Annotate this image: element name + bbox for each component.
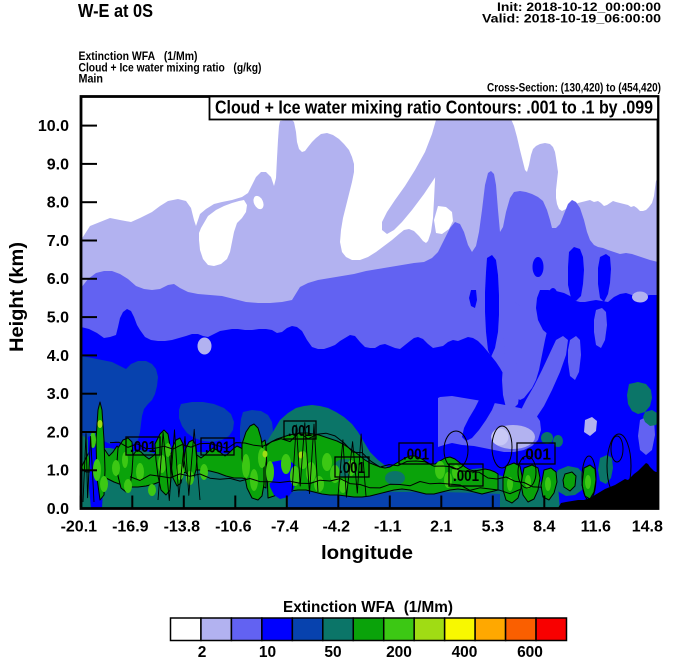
svg-text:0.0: 0.0 <box>47 501 69 518</box>
svg-text:9.0: 9.0 <box>47 156 69 173</box>
svg-text:Cross-Section: (130,420) to (4: Cross-Section: (130,420) to (454,420) <box>487 83 661 95</box>
svg-text:10.0: 10.0 <box>38 118 69 135</box>
svg-text:.001: .001 <box>130 439 156 456</box>
svg-text:.001: .001 <box>453 468 479 485</box>
svg-text:600: 600 <box>517 644 543 661</box>
svg-text:longitude: longitude <box>321 542 413 564</box>
svg-text:7.0: 7.0 <box>47 233 69 250</box>
svg-text:W-E at 0S: W-E at 0S <box>78 0 153 21</box>
svg-text:3.0: 3.0 <box>47 386 69 403</box>
svg-text:Valid: 2018-10-19_06:00:00: Valid: 2018-10-19_06:00:00 <box>482 14 661 26</box>
svg-text:4.0: 4.0 <box>47 348 69 365</box>
svg-text:Cloud + Ice water mixing ratio: Cloud + Ice water mixing ratio Contours:… <box>215 98 653 118</box>
svg-text:14.8: 14.8 <box>632 519 663 536</box>
svg-text:400: 400 <box>452 644 478 661</box>
svg-text:2: 2 <box>198 644 207 661</box>
svg-text:-10.6: -10.6 <box>215 519 252 536</box>
svg-text:Cloud + Ice water mixing ratio: Cloud + Ice water mixing ratio (g/kg) <box>79 61 262 75</box>
svg-text:1.0: 1.0 <box>47 463 69 480</box>
svg-text:5.3: 5.3 <box>482 519 504 536</box>
svg-text:8.0: 8.0 <box>47 195 69 212</box>
svg-text:-20.1: -20.1 <box>61 519 98 536</box>
svg-text:Extinction WFA (1/Mm): Extinction WFA (1/Mm) <box>79 49 198 63</box>
svg-text:200: 200 <box>386 644 412 661</box>
svg-text:50: 50 <box>324 644 341 661</box>
svg-text:.001: .001 <box>205 439 230 456</box>
svg-text:2.0: 2.0 <box>47 424 69 441</box>
svg-text:Init: 2018-10-12_00:00:00: Init: 2018-10-12_00:00:00 <box>497 2 661 14</box>
svg-text:-13.8: -13.8 <box>164 519 201 536</box>
svg-text:8.4: 8.4 <box>533 519 555 536</box>
svg-text:Extinction WFA (1/Mm): Extinction WFA (1/Mm) <box>283 599 453 616</box>
svg-text:.001: .001 <box>339 460 365 477</box>
svg-text:Height (km): Height (km) <box>6 242 28 352</box>
svg-text:-16.9: -16.9 <box>112 519 149 536</box>
svg-text:-1.1: -1.1 <box>374 519 402 536</box>
svg-text:Main: Main <box>79 72 104 86</box>
svg-text:10: 10 <box>259 644 276 661</box>
svg-text:.001: .001 <box>403 446 429 463</box>
svg-text:6.0: 6.0 <box>47 271 69 288</box>
svg-text:2.1: 2.1 <box>430 519 452 536</box>
svg-text:.001: .001 <box>521 446 551 463</box>
svg-text:5.0: 5.0 <box>47 310 69 327</box>
svg-text:.001: .001 <box>288 423 312 440</box>
svg-text:-7.4: -7.4 <box>271 519 299 536</box>
svg-text:-4.2: -4.2 <box>323 519 351 536</box>
svg-text:11.6: 11.6 <box>581 519 611 536</box>
